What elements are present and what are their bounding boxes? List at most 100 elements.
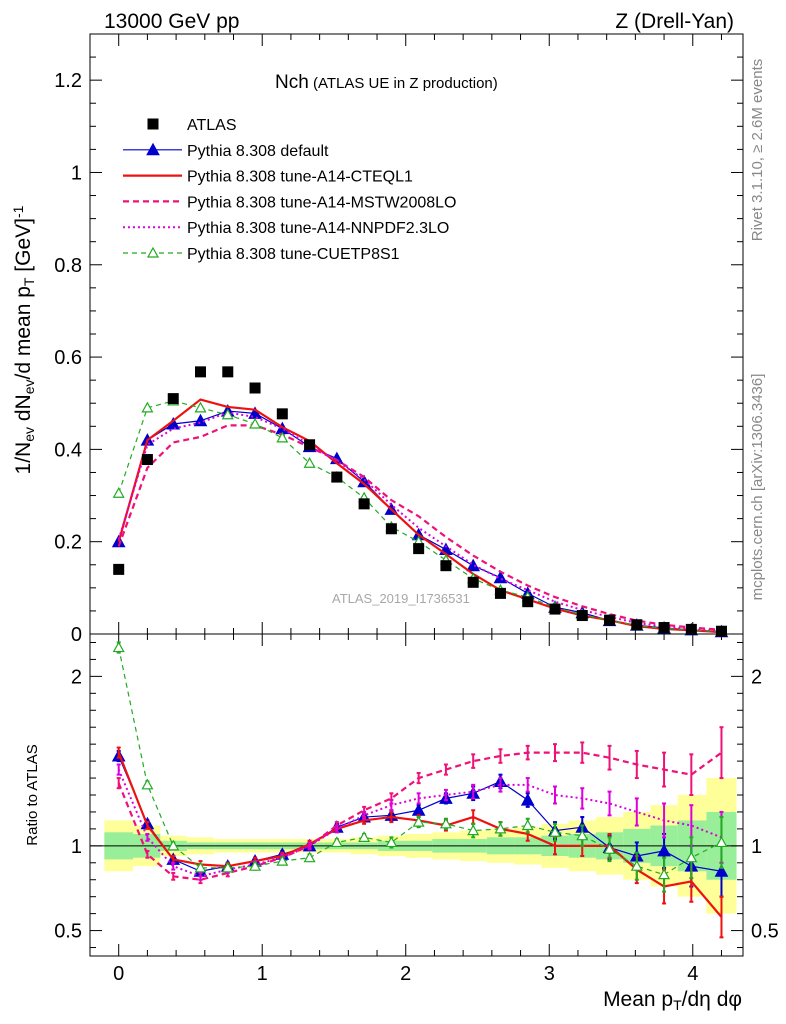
main-point-atlas bbox=[222, 366, 234, 378]
x-tick-label: 2 bbox=[400, 963, 411, 985]
ratio-bands bbox=[90, 778, 743, 914]
ratio-point-cuetp bbox=[494, 822, 507, 834]
ratio-y-tick-label: 2 bbox=[71, 666, 82, 688]
header-right: Z (Drell-Yan) bbox=[615, 10, 734, 33]
main-y-tick-label: 0.4 bbox=[54, 439, 82, 461]
legend-marker-atlas bbox=[147, 118, 159, 130]
ratio-point-cuetp bbox=[439, 817, 452, 829]
main-point-cuetp bbox=[141, 401, 154, 413]
main-point-atlas bbox=[549, 603, 561, 615]
x-axis-label: Mean pT/dη dφ bbox=[603, 988, 742, 1013]
ratio-point-default bbox=[714, 864, 729, 877]
legend-label: Pythia 8.308 tune-A14-NNPDF2.3LO bbox=[187, 220, 449, 237]
main-point-atlas bbox=[276, 408, 288, 420]
main-point-atlas bbox=[195, 366, 207, 378]
main-y-tick-label: 0.6 bbox=[54, 347, 82, 369]
ratio-panel-frame bbox=[89, 633, 744, 957]
ratio-point-cuetp bbox=[221, 861, 234, 873]
ratio-y-label: Ratio to ATLAS bbox=[24, 744, 41, 845]
ratio-point-cuetp bbox=[685, 851, 698, 863]
main-point-cuetp bbox=[194, 401, 207, 413]
main-series-line-nnpdf bbox=[117, 411, 722, 633]
ratio-point-cuetp bbox=[603, 842, 616, 854]
legend-label: Pythia 8.308 tune-CUETP8S1 bbox=[187, 246, 400, 263]
ratio-y-tick-label-right: 1 bbox=[751, 836, 762, 858]
main-point-atlas bbox=[467, 576, 479, 588]
ratio-point-cuetp bbox=[194, 861, 207, 873]
ratio-y-tick-label: 1 bbox=[71, 836, 82, 858]
main-point-atlas bbox=[494, 587, 506, 599]
ratio-point-cuetp bbox=[548, 826, 562, 837]
main-point-atlas bbox=[413, 543, 425, 555]
main-point-cuetp bbox=[221, 408, 234, 420]
ratio-point-cuetp bbox=[358, 831, 371, 842]
ratio-point-cuetp bbox=[385, 836, 398, 848]
main-y-tick-label: 1.2 bbox=[54, 70, 82, 92]
ratio-point-cuetp bbox=[303, 851, 316, 863]
x-tick-label: 4 bbox=[687, 963, 698, 985]
main-y-tick-label: 0 bbox=[71, 624, 82, 646]
ratio-y-tick-label-right: 2 bbox=[751, 666, 762, 688]
ratio-series bbox=[111, 641, 729, 939]
main-title-main: Nch bbox=[275, 72, 309, 93]
main-y-tick-label: 1 bbox=[71, 162, 82, 184]
main-point-atlas bbox=[715, 625, 727, 637]
main-point-atlas bbox=[522, 596, 534, 608]
main-point-atlas bbox=[576, 610, 588, 622]
main-point-cuetp bbox=[112, 486, 125, 498]
ratio-point-cuetp bbox=[249, 859, 262, 871]
x-tick-label: 0 bbox=[113, 963, 124, 985]
main-point-atlas bbox=[331, 471, 343, 483]
analysis-watermark: ATLAS_2019_I1736531 bbox=[332, 591, 470, 606]
main-y-tick-label: 0.2 bbox=[54, 532, 82, 554]
ratio-point-cuetp bbox=[330, 836, 343, 848]
legend-label: Pythia 8.308 tune-A14-MSTW2008LO bbox=[187, 194, 456, 211]
main-point-atlas bbox=[604, 614, 616, 626]
main-point-atlas bbox=[113, 563, 125, 575]
main-point-atlas bbox=[249, 382, 261, 394]
legend-marker-cuetp bbox=[146, 246, 160, 258]
main-point-atlas bbox=[358, 498, 370, 510]
main-point-atlas bbox=[385, 523, 397, 535]
mcplots-label: mcplots.cern.ch [arXiv:1306.3436] bbox=[749, 374, 766, 601]
ratio-point-cuetp bbox=[521, 819, 534, 831]
main-point-atlas bbox=[685, 623, 697, 635]
ratio-axis-ticks: 0.5 0.5 1 1 2 2 0 1 2 3 4 bbox=[54, 634, 779, 985]
ratio-point-cuetp bbox=[276, 854, 289, 866]
ratio-point-default bbox=[411, 803, 426, 816]
main-point-cuetp bbox=[249, 417, 262, 429]
main-point-cuetp bbox=[303, 456, 316, 468]
x-tick-label: 1 bbox=[257, 963, 268, 985]
main-y-label: 1/Nev dNev/d mean pT [GeV]-1 bbox=[10, 205, 37, 474]
main-title-sub: (ATLAS UE in Z production) bbox=[309, 75, 498, 92]
main-point-cuetp bbox=[276, 431, 289, 443]
ratio-y-tick-label: 0.5 bbox=[54, 921, 82, 943]
main-point-atlas bbox=[304, 439, 316, 451]
main-series-line-mstw bbox=[117, 424, 722, 631]
ratio-point-cuetp bbox=[576, 829, 589, 841]
ratio-point-cuetp bbox=[167, 839, 180, 851]
legend-marker-default bbox=[146, 142, 160, 156]
ratio-point-cuetp bbox=[141, 778, 154, 790]
main-point-atlas bbox=[631, 619, 643, 631]
ratio-point-default bbox=[520, 793, 535, 806]
ratio-series-line-nnpdf bbox=[117, 769, 722, 878]
main-point-atlas bbox=[167, 393, 179, 405]
main-series bbox=[111, 366, 729, 638]
ratio-point-cuetp bbox=[412, 815, 425, 827]
ratio-point-default bbox=[657, 843, 671, 857]
main-y-tick-label: 0.8 bbox=[54, 255, 82, 277]
main-point-default bbox=[493, 570, 508, 584]
ratio-point-cuetp bbox=[112, 641, 125, 653]
legend-label: Pythia 8.308 default bbox=[187, 143, 329, 160]
main-point-default bbox=[466, 558, 481, 572]
main-point-atlas bbox=[141, 454, 153, 466]
ratio-point-cuetp bbox=[630, 859, 643, 871]
header-left: 13000 GeV pp bbox=[104, 10, 239, 33]
ratio-point-cuetp bbox=[658, 868, 671, 880]
x-tick-label: 3 bbox=[544, 963, 555, 985]
legend: ATLAS Pythia 8.308 default Pythia 8.308 tu… bbox=[123, 117, 456, 263]
ratio-point-cuetp bbox=[467, 824, 480, 836]
legend-label: ATLAS bbox=[187, 117, 237, 134]
